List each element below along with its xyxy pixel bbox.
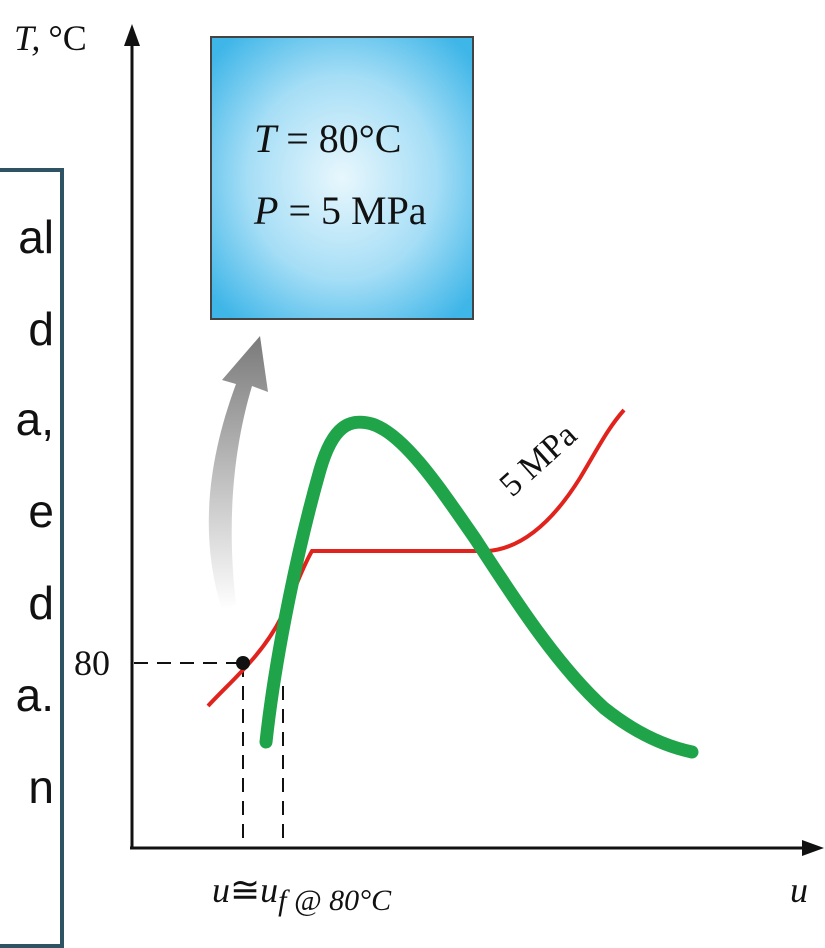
side-text-fragment: e	[28, 485, 54, 537]
x-tick-approx-sign: ≅	[230, 870, 260, 910]
side-text-fragment: d	[28, 303, 54, 355]
saturation-dome	[259, 415, 699, 759]
pressure-symbol: P	[253, 188, 278, 233]
temperature-value: = 80°C	[276, 116, 401, 161]
y-axis-unit: °C	[48, 18, 86, 58]
state-box-temperature: T = 80°C	[254, 116, 401, 161]
side-text-panel: al d a, e d a. n	[0, 168, 64, 948]
gray-arrow	[208, 336, 268, 610]
y-axis-label: T, °C	[14, 18, 87, 58]
side-text-fragment: n	[28, 761, 54, 813]
y-axis-variable: T,	[14, 18, 40, 58]
state-box-pressure: P = 5 MPa	[253, 188, 427, 233]
side-text-fragment: al	[18, 211, 54, 263]
y-tick-80: 80	[74, 643, 110, 683]
x-tick-approximation: u≅uf @ 80°C	[212, 870, 392, 917]
x-axis-arrowhead	[802, 840, 824, 856]
pressure-value: = 5 MPa	[278, 188, 426, 233]
x-tick-uf: u	[260, 870, 278, 910]
t-u-diagram: T, °C u 80 u≅uf @ 80°C 5 MPa T = 80°C P =…	[14, 18, 824, 917]
side-text-fragment: d	[28, 577, 54, 629]
state-point	[236, 656, 250, 670]
x-tick-subscript: f @ 80°C	[278, 884, 392, 917]
state-box	[210, 36, 474, 320]
x-axis-label: u	[790, 870, 808, 910]
y-axis-arrowhead	[124, 24, 140, 46]
temperature-symbol: T	[254, 116, 279, 161]
x-tick-u: u	[212, 870, 230, 910]
side-text-fragment: a,	[15, 393, 54, 445]
side-text-fragment: a.	[15, 669, 54, 721]
